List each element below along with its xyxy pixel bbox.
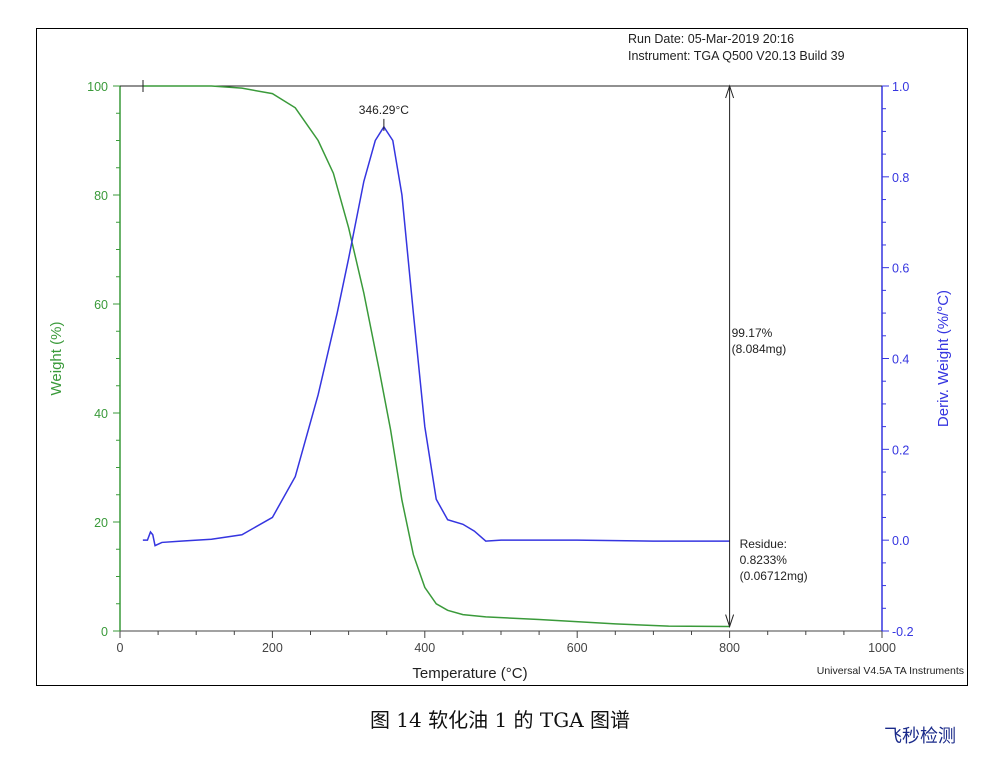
y-tick-label: 0 [101,625,108,639]
x-tick-label: 0 [117,641,124,655]
x-tick-label: 200 [262,641,283,655]
watermark: 飞秒检测 [884,726,956,747]
peak-label: 346.29°C [359,103,410,117]
y2-tick-label: 0.0 [892,534,909,548]
run-date: Run Date: 05-Mar-2019 20:16 [628,32,795,46]
x-axis-label: Temperature (°C) [412,665,527,682]
y-tick-label: 60 [94,298,108,312]
y-axis-label: Weight (%) [48,322,65,396]
y2-tick-label: 1.0 [892,80,909,94]
chart-frame [36,28,968,686]
residue-mg: (0.06712mg) [740,569,808,583]
y2-tick-label: -0.2 [892,625,914,639]
x-tick-label: 800 [719,641,740,655]
arrow-down-icon [725,614,735,629]
deriv-weight-line [142,125,730,547]
residue-label: Residue: [740,537,787,551]
y-tick-label: 100 [87,80,108,94]
y2-tick-label: 0.8 [892,171,909,185]
x-tick-label: 1000 [868,641,896,655]
y2-tick-label: 0.2 [892,443,909,457]
y-tick-label: 80 [94,189,108,203]
footer-label: Universal V4.5A TA Instruments [817,665,964,677]
instrument: Instrument: TGA Q500 V20.13 Build 39 [628,49,845,63]
residue-pct: 0.8233% [740,553,788,567]
y-tick-label: 40 [94,407,108,421]
x-tick-label: 600 [567,641,588,655]
arrow-up-icon [725,84,735,99]
x-tick-label: 400 [414,641,435,655]
y2-axis-label: Deriv. Weight (%/°C) [935,290,952,427]
loss-pct: 99.17% [732,326,773,340]
weight-line [142,85,730,628]
figure-caption: 图 14 软化油 1 的 TGA 图谱 [369,708,631,732]
y2-tick-label: 0.4 [892,353,909,367]
y2-tick-label: 0.6 [892,262,909,276]
loss-mg: (8.084mg) [732,342,787,356]
y-tick-label: 20 [94,516,108,530]
